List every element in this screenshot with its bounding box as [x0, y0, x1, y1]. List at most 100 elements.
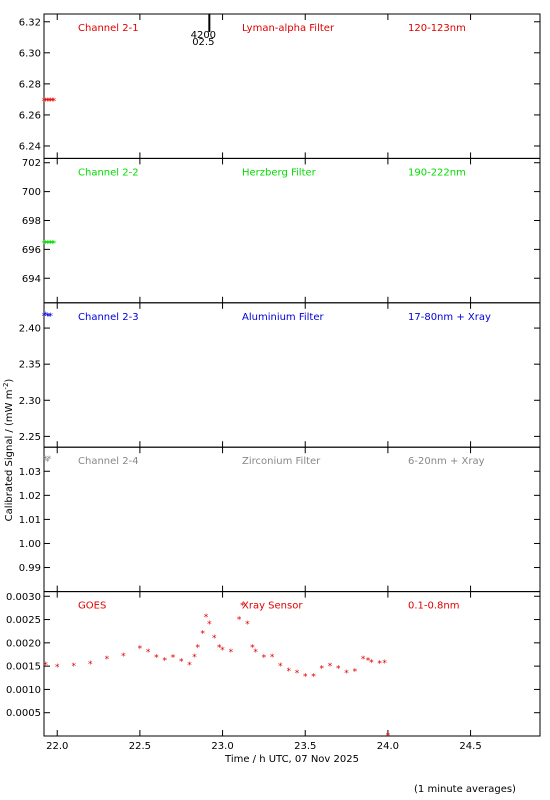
data-point: *	[240, 602, 245, 612]
data-point: *	[162, 657, 167, 667]
data-point: *	[369, 658, 374, 668]
data-point: *	[353, 668, 358, 678]
data-point: *	[105, 655, 110, 665]
data-point: *	[344, 669, 349, 679]
x-axis-title: Time / h UTC, 07 Nov 2025	[224, 754, 359, 765]
x-tick-label: 24.0	[377, 741, 399, 752]
data-point: *	[286, 667, 291, 677]
y-tick-label: 6.30	[19, 48, 41, 59]
data-point: *	[200, 630, 205, 640]
panel-filter-label: Lyman-alpha Filter	[242, 23, 335, 34]
y-tick-label: 2.35	[19, 360, 41, 371]
data-point: *	[212, 634, 217, 644]
panel-band-label: 190-222nm	[408, 167, 466, 178]
y-tick-label: 696	[22, 245, 41, 256]
data-point: *	[42, 97, 47, 107]
panel-2: 694 696 698 700 702 Channel 2-2 Herzberg Filte…	[22, 157, 541, 304]
data-point: *	[48, 97, 53, 107]
y-tick-label: 2.40	[19, 324, 41, 335]
panel-filter-label: Xray Sensor	[242, 601, 303, 612]
x-tick-label: 22.0	[46, 741, 68, 752]
data-point: *	[48, 312, 53, 322]
data-point: *	[47, 240, 52, 250]
annotation-text: 02.5	[192, 37, 214, 48]
y-tick-label: 1.03	[19, 467, 41, 478]
data-point: *	[320, 664, 325, 674]
data-point: *	[336, 664, 341, 674]
y-tick-label: 1.01	[19, 515, 41, 526]
data-point: *	[43, 97, 48, 107]
y-tick-label: 700	[22, 187, 41, 198]
x-tick-label: 24.5	[459, 741, 481, 752]
y-tick-label: 702	[22, 158, 41, 169]
data-point: *	[204, 613, 209, 623]
data-point: *	[328, 662, 333, 672]
panel-filter-label: Aluminium Filter	[242, 312, 325, 323]
data-point: *	[55, 663, 60, 673]
data-point: *	[311, 672, 316, 682]
data-point: *	[42, 312, 47, 322]
y-tick-label: 0.0025	[6, 615, 41, 626]
data-point: *	[45, 458, 50, 468]
panel-3: 2.25 2.30 2.35 2.40 Channel 2-3 Aluminium Fil…	[19, 302, 541, 448]
data-point: *	[192, 653, 197, 663]
panel-channel-label: GOES	[78, 601, 106, 612]
data-point: *	[250, 643, 255, 653]
y-tick-label: 0.0005	[6, 708, 41, 719]
data-point: *	[245, 620, 250, 630]
data-point: *	[47, 313, 52, 323]
panel-channel-label: Channel 2-2	[78, 167, 139, 178]
data-point: *	[366, 657, 371, 667]
panel-channel-label: Channel 2-3	[78, 312, 139, 323]
y-tick-label: 6.28	[19, 79, 41, 90]
y-tick-label: 0.0010	[6, 685, 41, 696]
data-point: *	[52, 240, 57, 250]
data-point: *	[207, 620, 212, 630]
panel-band-label: 0.1-0.8nm	[408, 601, 460, 612]
y-tick-label: 6.32	[19, 17, 41, 28]
data-point: *	[253, 648, 258, 658]
data-point: *	[377, 659, 382, 669]
y-tick-label: 2.30	[19, 396, 41, 407]
data-point: *	[138, 644, 143, 654]
data-point: *	[196, 643, 201, 653]
data-point: *	[45, 97, 50, 107]
panel-channel-label: Channel 2-1	[78, 23, 139, 34]
data-point: *	[47, 97, 52, 107]
data-point: *	[48, 240, 53, 250]
y-tick-label: 1.02	[19, 491, 41, 502]
panel-band-label: 6-20nm + Xray	[408, 456, 485, 467]
data-point: *	[43, 661, 48, 671]
data-point: *	[43, 311, 48, 321]
data-point: *	[187, 661, 192, 671]
y-tick-label: 2.25	[19, 432, 41, 443]
data-point: *	[237, 616, 242, 626]
data-point: *	[171, 654, 176, 664]
data-point: *	[270, 653, 275, 663]
panel-filter-label: Herzberg Filter	[242, 167, 317, 178]
data-point: *	[47, 455, 52, 465]
x-tick-label: 23.5	[294, 741, 316, 752]
y-tick-label: 0.99	[19, 563, 41, 574]
y-tick-label: 0.0020	[6, 638, 41, 649]
y-tick-label: 6.24	[19, 141, 41, 152]
panel-1: 6.24 6.26 6.28 6.30 6.32 Channel 2-1 Lyman-alp…	[19, 13, 541, 159]
panel-frame	[43, 446, 541, 593]
y-tick-label: 6.26	[19, 110, 41, 121]
data-point: *	[278, 662, 283, 672]
data-point: *	[45, 312, 50, 322]
data-point: *	[43, 240, 48, 250]
x-tick-label: 22.5	[129, 741, 151, 752]
panel-frame	[43, 302, 541, 448]
data-point: *	[121, 652, 126, 662]
y-tick-label: 698	[22, 216, 41, 227]
y-tick-label: 694	[22, 274, 41, 285]
panel-band-label: 17-80nm + Xray	[408, 312, 491, 323]
data-point: *	[229, 648, 234, 658]
data-point: *	[262, 654, 267, 664]
panel-4: 0.99 1.00 1.01 1.02 1.03 Channel 2-4 Zirconium…	[19, 446, 541, 593]
panel-frame	[43, 157, 541, 304]
data-point: *	[88, 660, 93, 670]
y-tick-label: 0.0030	[6, 592, 41, 603]
